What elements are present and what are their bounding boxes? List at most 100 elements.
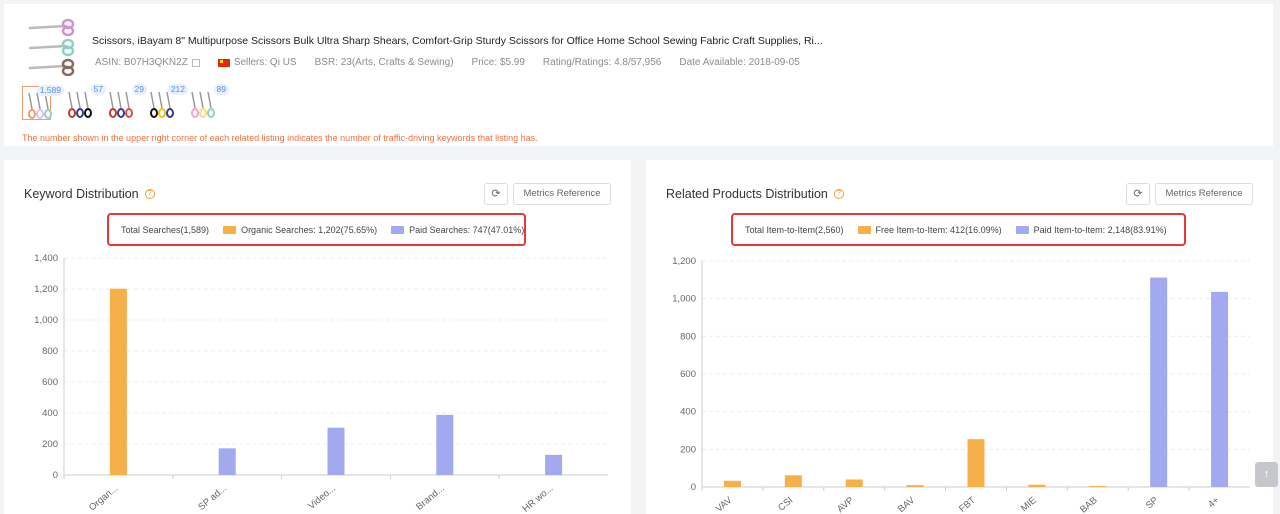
product-thumbnail[interactable]	[22, 16, 78, 76]
related-listing[interactable]: 29	[104, 84, 147, 120]
x-tick-label: AVP	[835, 495, 856, 514]
x-tick-label: SP ad...	[196, 483, 229, 513]
product-meta: ASIN: B07H3QKN2Z Sellers: Qi US BSR: 23(…	[95, 57, 818, 68]
y-tick-label: 600	[680, 369, 696, 380]
bar	[906, 485, 924, 487]
scissors-icon	[68, 91, 92, 118]
legend-paid-label: Paid Searches: 747(47.01%)	[409, 224, 525, 235]
sellers-text: Sellers: Qi US	[233, 57, 297, 68]
chart-legend: Total Searches(1,589) Organic Searches: …	[107, 213, 526, 246]
bar	[967, 439, 985, 487]
legend-paid[interactable]: Paid Item-to-Item: 2,148(83.91%)	[1015, 225, 1167, 235]
keyword-distribution-panel: Keyword Distribution? ⟳ Metrics Referenc…	[4, 160, 631, 514]
refresh-icon: ⟳	[491, 188, 501, 200]
keyword-count-badge: 29	[131, 84, 147, 95]
legend-free[interactable]: Free Item-to-Item: 412(16.09%)	[857, 224, 1002, 235]
y-tick-label: 1,200	[672, 256, 696, 267]
x-tick-label: BAB	[1078, 495, 1100, 514]
organic-swatch	[223, 225, 237, 234]
metrics-reference-button[interactable]: Metrics Reference	[1155, 183, 1253, 205]
refresh-button[interactable]: ⟳	[1126, 183, 1150, 205]
free-swatch	[857, 225, 871, 234]
x-tick-label: SP	[1144, 495, 1161, 512]
bar	[723, 480, 741, 487]
chart-legend: Total Item-to-Item(2,560) Free Item-to-I…	[731, 213, 1186, 246]
x-tick-label: Brand...	[414, 483, 447, 513]
bsr-field: BSR: 23(Arts, Crafts & Sewing)	[314, 57, 454, 68]
sellers-field: Sellers: Qi US	[217, 57, 297, 68]
x-tick-label: Organ...	[87, 483, 120, 513]
legend-organic[interactable]: Organic Searches: 1,202(75.65%)	[223, 225, 377, 235]
panel-title: Keyword Distribution?	[24, 187, 155, 201]
scroll-to-top-button[interactable]: ↑	[1255, 462, 1278, 487]
x-tick-label: FBT	[957, 495, 978, 514]
asin-field[interactable]: ASIN: B07H3QKN2Z	[95, 57, 200, 68]
y-tick-label: 1,000	[34, 315, 58, 326]
bar	[845, 479, 863, 487]
scissors-icon	[109, 91, 133, 118]
x-tick-label: BAV	[896, 494, 918, 514]
china-flag-icon	[217, 58, 230, 67]
bar	[1089, 486, 1107, 487]
bar	[218, 448, 236, 475]
product-title[interactable]: Scissors, iBayam 8" Multipurpose Scissor…	[92, 35, 823, 47]
y-tick-label: 0	[691, 482, 696, 493]
paid-swatch	[391, 225, 405, 234]
legend-free-label: Free Item-to-Item: 412(16.09%)	[875, 224, 1002, 235]
refresh-button[interactable]: ⟳	[484, 183, 508, 205]
panel-title-text: Keyword Distribution	[24, 187, 139, 201]
y-tick-label: 600	[42, 377, 58, 388]
bar	[1211, 291, 1229, 487]
panel-title: Related Products Distribution?	[666, 187, 844, 201]
asin-text: ASIN: B07H3QKN2Z	[95, 57, 188, 68]
keyword-distribution-chart: 0 200 400 600 800 1,000 1,200 1,400 Organ... SP a…	[34, 253, 608, 514]
bar	[109, 288, 127, 475]
keyword-count-badge: 212	[167, 84, 188, 95]
bar	[327, 427, 345, 475]
related-listing[interactable]: 89	[186, 84, 229, 120]
bar	[784, 475, 802, 487]
related-listing[interactable]: 1,589	[22, 85, 64, 120]
y-tick-label: 800	[680, 331, 696, 342]
panel-title-text: Related Products Distribution	[666, 187, 828, 201]
related-listing[interactable]: 212	[145, 84, 188, 120]
bar	[1028, 484, 1046, 487]
arrow-up-icon: ↑	[1263, 468, 1270, 480]
product-card: Scissors, iBayam 8" Multipurpose Scissor…	[4, 4, 1273, 146]
keyword-count-badge: 1,589	[36, 85, 64, 96]
bar	[1150, 277, 1168, 487]
related-products-chart: 0 200 400 600 800 1,000 1,200 VAV CSI AVP BAV FBT MI…	[672, 256, 1250, 514]
external-link-icon[interactable]	[191, 58, 200, 67]
legend-organic-label: Organic Searches: 1,202(75.65%)	[241, 224, 378, 235]
x-tick-label: 4+	[1206, 495, 1222, 511]
x-tick-label: CSI	[776, 495, 795, 514]
x-tick-label: VAV	[714, 494, 735, 514]
keyword-count-badge: 89	[213, 84, 229, 95]
scissors-icon	[150, 91, 174, 118]
date-field: Date Available: 2018-09-05	[679, 57, 800, 68]
metrics-reference-button[interactable]: Metrics Reference	[513, 183, 611, 205]
scissors-icon	[191, 91, 215, 118]
related-listing[interactable]: 57	[63, 84, 106, 120]
x-tick-label: HR wo...	[521, 483, 556, 514]
legend-total: Total Item-to-Item(2,560)	[745, 224, 844, 235]
y-tick-label: 400	[42, 408, 58, 419]
related-products-panel: Related Products Distribution? ⟳ Metrics…	[646, 160, 1273, 514]
bar	[545, 454, 563, 475]
help-icon[interactable]: ?	[833, 189, 844, 199]
related-listings: 1,589 57 29 212 89	[22, 84, 229, 120]
y-tick-label: 800	[42, 346, 58, 357]
y-tick-label: 1,200	[34, 284, 58, 295]
x-tick-label: MIE	[1019, 495, 1039, 514]
y-tick-label: 1,400	[34, 253, 58, 264]
keyword-count-badge: 57	[90, 84, 106, 95]
related-listings-notice: The number shown in the upper right corn…	[22, 133, 538, 143]
y-tick-label: 200	[680, 444, 696, 455]
help-icon[interactable]: ?	[144, 189, 155, 199]
bar	[436, 414, 454, 475]
y-tick-label: 0	[53, 470, 58, 481]
y-tick-label: 200	[42, 439, 58, 450]
legend-total: Total Searches(1,589)	[121, 224, 210, 235]
y-tick-label: 1,000	[672, 294, 696, 305]
legend-paid[interactable]: Paid Searches: 747(47.01%)	[391, 225, 524, 235]
